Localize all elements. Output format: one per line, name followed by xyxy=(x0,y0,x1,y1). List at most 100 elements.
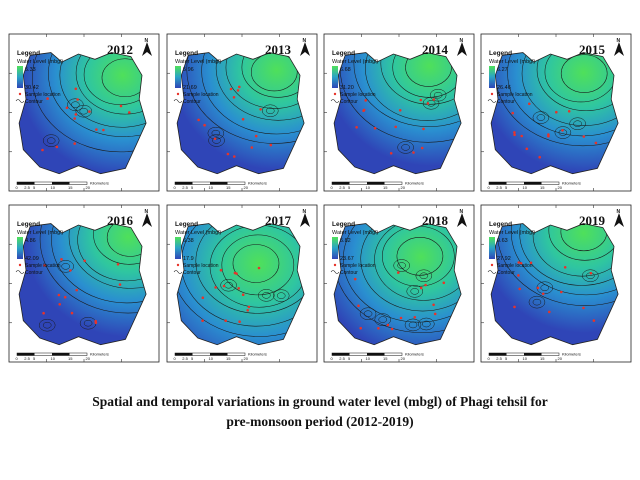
sample-point xyxy=(364,99,367,102)
contour-line xyxy=(342,223,462,323)
interpolated-surface xyxy=(177,52,305,174)
contour-line xyxy=(418,317,435,331)
contour-line xyxy=(77,223,147,282)
sample-point xyxy=(254,134,258,138)
north-label: N xyxy=(303,38,307,44)
tehsil-boundary xyxy=(490,223,619,346)
sample-point xyxy=(116,263,120,266)
sample-point xyxy=(60,258,63,261)
scale-tick-label: 20 xyxy=(401,185,406,190)
legend: Legend Water Level (mbgl) 9.63 27.92Sample … xyxy=(487,221,535,276)
scale-bar-segment xyxy=(17,353,35,356)
contour-line xyxy=(83,52,147,105)
contour-line xyxy=(32,52,147,153)
contour-line xyxy=(365,52,462,121)
map-panel-2014: 2014 N Legend Water Level (mbgl) 6.68 31.20Sa… xyxy=(323,33,475,192)
contour-line xyxy=(201,52,305,135)
sample-point xyxy=(201,296,205,299)
legend-sample-symbol xyxy=(490,263,494,267)
contour-line xyxy=(510,223,619,296)
sample-point xyxy=(94,319,97,323)
scale-tick-label: 20 xyxy=(86,356,91,361)
legend: Legend Water Level (mbgl) 6.27 26.46Sample … xyxy=(487,50,535,105)
year-label: 2018 xyxy=(422,213,449,228)
legend-max-value: 30.42 xyxy=(25,85,39,91)
legend: Legend Water Level (mbgl) 5.82 23.67Sample … xyxy=(330,221,378,276)
legend-min-value: 5.33 xyxy=(25,67,36,73)
contour-line xyxy=(83,319,93,327)
scale-tick-label: 5 xyxy=(505,185,508,190)
contour-line xyxy=(48,52,147,137)
legend: Legend Water Level (mbgl) 4.86 42.09Sample … xyxy=(15,221,63,276)
legend-max-value: 17.9 xyxy=(183,256,194,262)
legend-min-value: 6.27 xyxy=(497,67,508,73)
legend-color-ramp xyxy=(489,237,495,259)
legend-min-value: 6.38 xyxy=(183,238,194,244)
contour-line xyxy=(211,129,221,137)
sample-point xyxy=(257,266,261,270)
sample-point xyxy=(373,126,377,130)
legend-sample-symbol xyxy=(490,92,494,96)
sample-point xyxy=(386,323,390,327)
legend-color-ramp xyxy=(175,237,181,259)
legend-max-value: 31.20 xyxy=(340,85,354,91)
north-arrow-icon xyxy=(142,213,152,227)
legend-sample-label: Sample location xyxy=(25,263,61,269)
contour-line xyxy=(397,141,414,154)
contour-line xyxy=(266,107,275,115)
sample-point xyxy=(513,131,516,134)
scale-tick-label: 20 xyxy=(558,356,563,361)
north-label: N xyxy=(145,38,149,44)
scale-tick-label: 2.5 xyxy=(339,356,345,361)
legend-color-ramp xyxy=(17,237,23,259)
scale-bar-segment xyxy=(332,353,350,356)
sample-point xyxy=(589,271,593,275)
sample-point xyxy=(561,129,564,132)
sample-point xyxy=(432,98,436,101)
contour-line xyxy=(415,269,433,283)
tehsil-boundary xyxy=(18,52,147,175)
sample-point xyxy=(563,266,567,269)
contour-line xyxy=(408,321,418,329)
sample-point xyxy=(83,259,86,263)
contour-line xyxy=(106,223,147,257)
legend-water-level-label: Water Level (mbgl) xyxy=(175,230,221,236)
legend-color-ramp xyxy=(489,66,495,88)
legend-contour-label: Contour xyxy=(497,270,515,276)
scale-tick-label: 2.5 xyxy=(339,185,345,190)
contour-line xyxy=(359,307,377,320)
north-label: N xyxy=(617,38,621,44)
contour-line xyxy=(548,223,619,261)
sample-point xyxy=(246,309,249,312)
legend-min-value: 5.82 xyxy=(340,238,351,244)
sample-point xyxy=(520,134,523,138)
sample-point xyxy=(238,85,241,89)
contour-line xyxy=(232,244,280,283)
scale-tick-label: 0 xyxy=(174,185,177,190)
legend-max-value: 23.67 xyxy=(340,256,354,262)
sample-point xyxy=(355,126,358,129)
contour-line xyxy=(262,292,271,299)
sample-point xyxy=(229,87,233,91)
legend-contour-label: Contour xyxy=(25,99,43,105)
contour-line xyxy=(42,134,60,147)
scale-tick-label: 10 xyxy=(523,185,528,190)
sample-point xyxy=(41,148,44,152)
scale-tick-label: 20 xyxy=(244,356,249,361)
contour-line xyxy=(519,223,619,286)
north-label: N xyxy=(145,209,149,215)
map-panel-2012: 2012 N Legend Water Level (mbgl) 5.33 30.42Sa… xyxy=(8,33,160,192)
sample-point xyxy=(541,292,545,296)
scale-tick-label: 2.5 xyxy=(182,356,188,361)
legend-water-level-label: Water Level (mbgl) xyxy=(489,59,535,65)
sample-point xyxy=(65,106,69,110)
contour-line xyxy=(42,321,52,329)
legend-title: Legend xyxy=(17,221,40,228)
north-label: N xyxy=(460,38,464,44)
water-level-surface xyxy=(177,223,305,345)
contour-line xyxy=(220,278,237,292)
legend-sample-label: Sample location xyxy=(25,92,61,98)
legend-color-ramp xyxy=(175,66,181,88)
